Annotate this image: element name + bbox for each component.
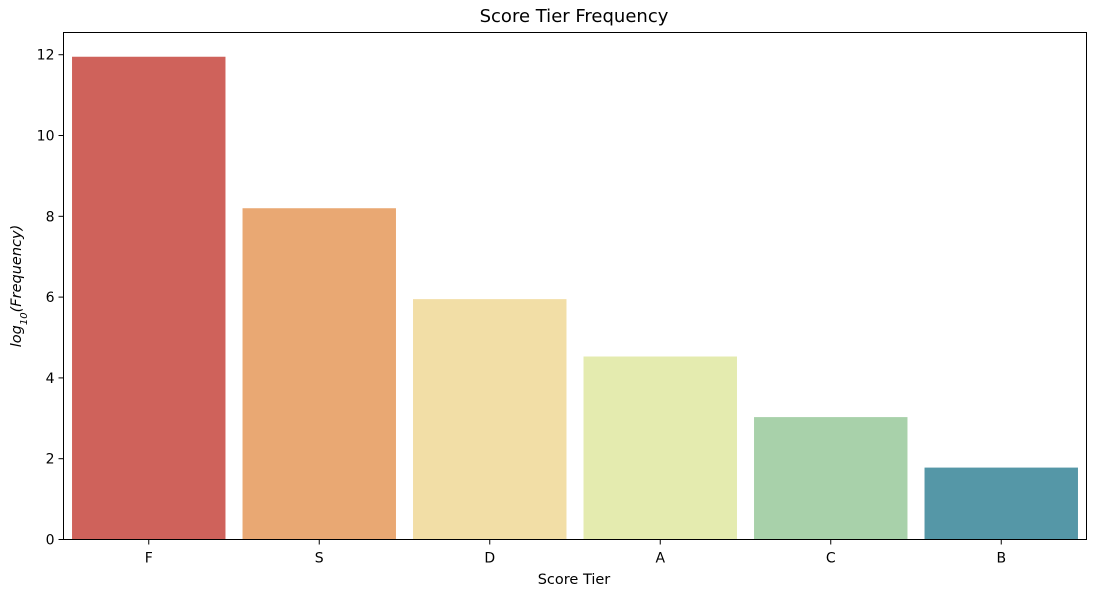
y-tick-label: 2 [46, 452, 55, 468]
y-tick-label: 10 [37, 129, 55, 145]
x-tick-label: F [145, 551, 153, 567]
x-tick-label: C [826, 551, 836, 567]
bar-A [583, 356, 737, 540]
chart-title: Score Tier Frequency [480, 6, 669, 27]
y-tick-label: 0 [46, 533, 55, 549]
x-axis-label: Score Tier [538, 572, 611, 588]
x-tick-label: A [655, 551, 665, 567]
x-tick-label: D [484, 551, 495, 567]
y-tick-label: 8 [46, 209, 55, 225]
plot-frame [63, 32, 1087, 540]
y-tick-label: 6 [46, 290, 55, 306]
bar-C [754, 417, 908, 540]
bars-group [72, 56, 1078, 540]
y-axis-label: log10(Frequency) [9, 225, 30, 347]
y-axis: 0 2 4 6 8 10 12 [37, 48, 64, 549]
y-tick-label: 12 [37, 48, 55, 64]
bar-F [72, 56, 226, 540]
bar-D [413, 299, 567, 540]
bar-S [242, 208, 396, 540]
x-tick-label: S [315, 551, 324, 567]
y-tick-label: 4 [46, 371, 55, 387]
x-tick-label: B [996, 551, 1006, 567]
bar-B [924, 467, 1078, 540]
